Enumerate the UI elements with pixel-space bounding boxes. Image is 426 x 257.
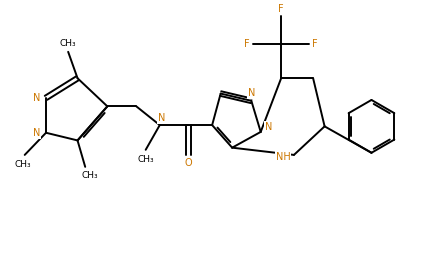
Text: O: O: [184, 158, 192, 168]
Text: N: N: [33, 93, 40, 103]
Text: CH₃: CH₃: [60, 39, 77, 48]
Text: F: F: [244, 39, 250, 49]
Text: NH: NH: [276, 152, 291, 162]
Text: CH₃: CH₃: [137, 155, 154, 164]
Text: N: N: [33, 128, 40, 138]
Text: CH₃: CH₃: [14, 160, 31, 169]
Text: CH₃: CH₃: [82, 171, 99, 180]
Text: F: F: [312, 39, 318, 49]
Text: N: N: [158, 113, 166, 123]
Text: F: F: [278, 4, 284, 14]
Text: N: N: [248, 88, 255, 98]
Text: N: N: [265, 122, 272, 132]
